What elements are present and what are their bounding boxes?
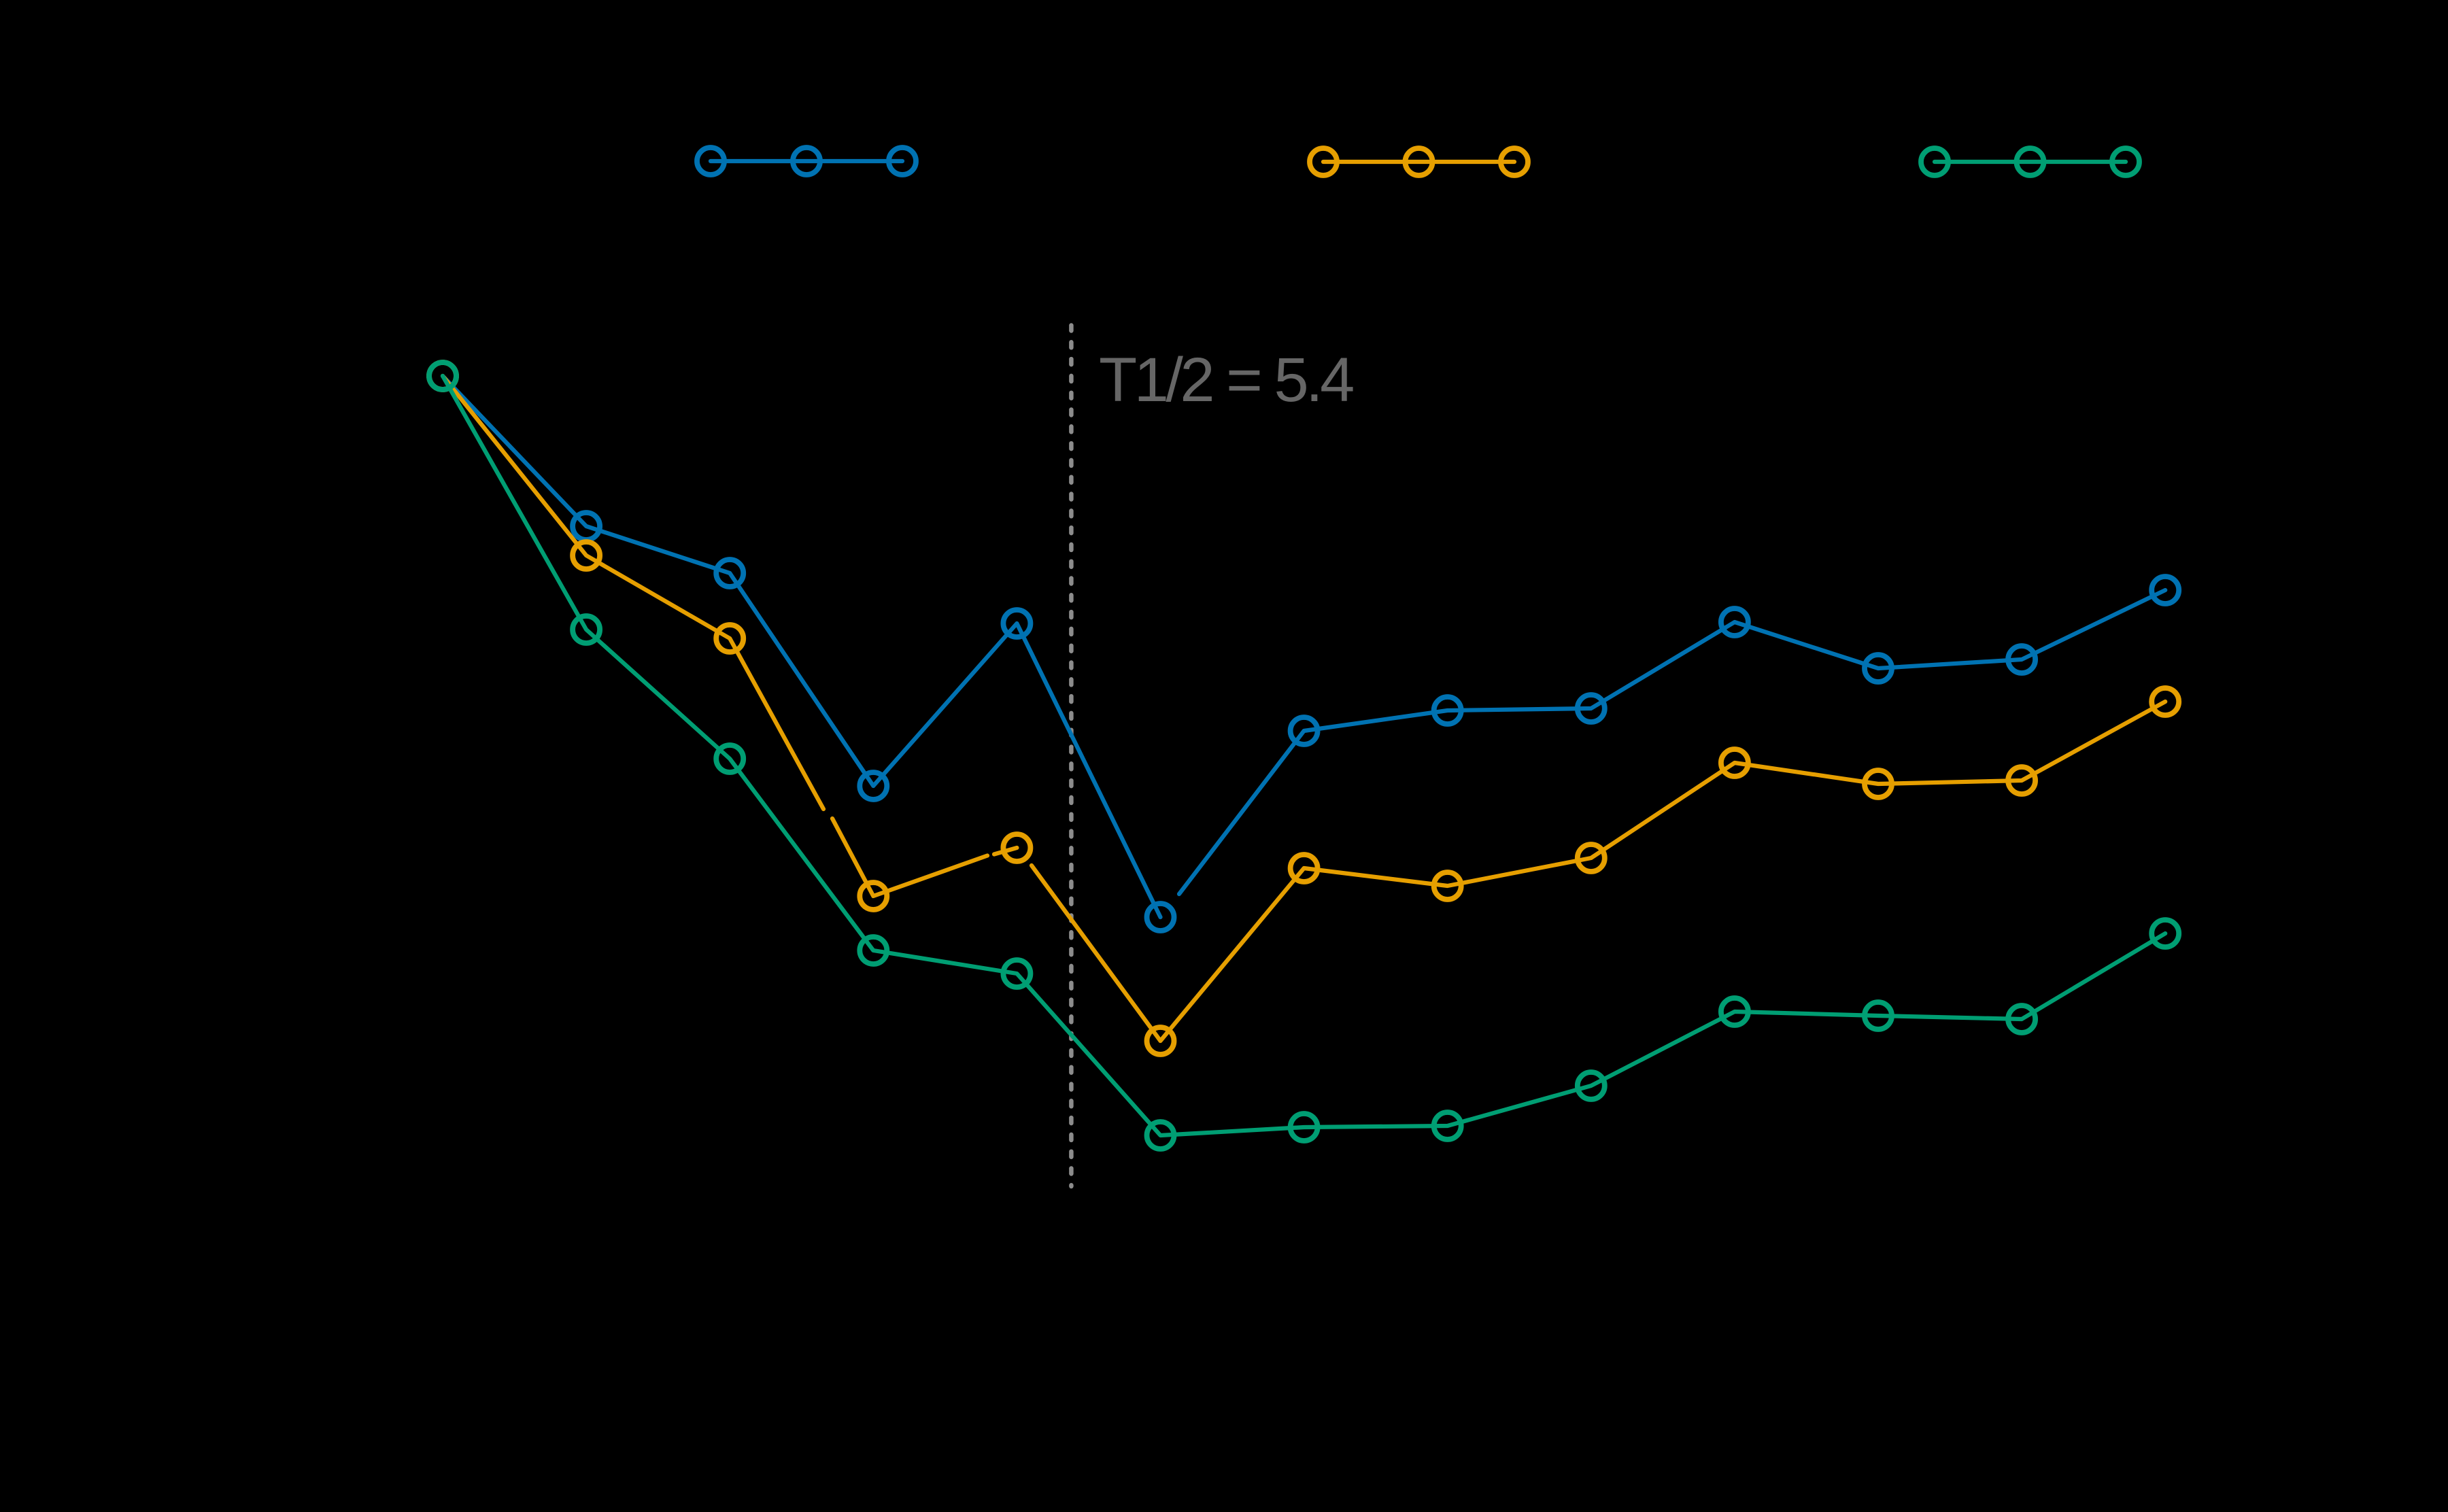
svg-text:T1/2 = 5.4: T1/2 = 5.4	[1099, 345, 1353, 415]
